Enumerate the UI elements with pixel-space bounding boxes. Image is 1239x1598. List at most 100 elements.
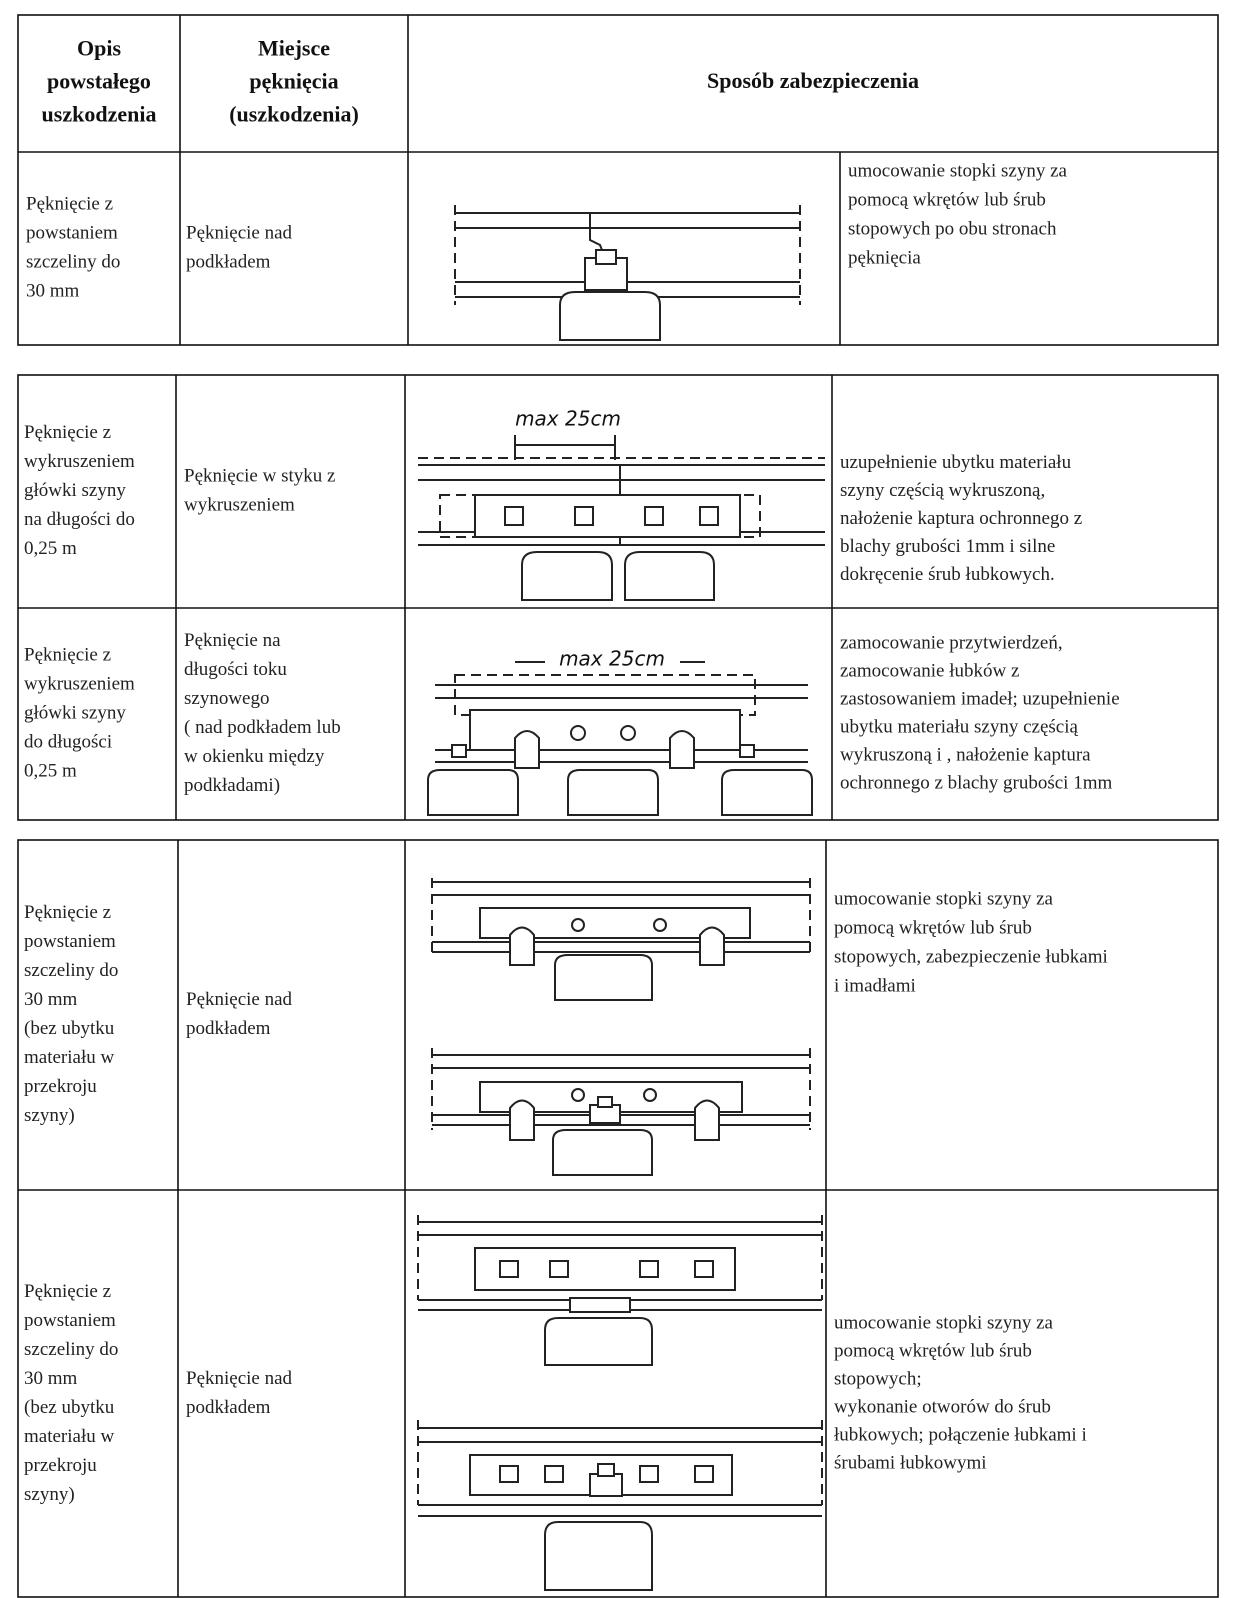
protection-method: śrubami łubkowymi — [834, 1452, 987, 1473]
table-border — [17, 14, 1219, 346]
damage-description: Pęknięcie z — [24, 902, 111, 923]
diagram-shape — [451, 744, 467, 758]
rail-diagrams — [417, 205, 825, 1591]
diagram-shape — [499, 1260, 519, 1278]
damage-description: przekroju — [24, 1076, 97, 1097]
diagram-shape — [427, 769, 519, 816]
protection-method: łubkowych; połączenie łubkami i — [834, 1424, 1087, 1445]
damage-description: na długości do — [24, 509, 135, 530]
diagram-label: max 25cm — [515, 407, 621, 431]
protection-method: umocowanie stopki szyny za — [834, 888, 1054, 909]
header-location: (uszkodzenia) — [229, 102, 359, 127]
diagram-shape — [559, 291, 661, 341]
diagram-shape — [544, 1317, 653, 1366]
diagram-shape — [694, 1260, 714, 1278]
diagram-shape — [509, 1099, 535, 1141]
protection-method: stopowych po obu stronach — [848, 218, 1057, 239]
damage-location: Pęknięcie na — [184, 630, 281, 651]
damage-description: Pęknięcie z — [24, 644, 111, 665]
diagram-shape — [574, 506, 594, 526]
diagram-shape — [595, 249, 617, 265]
protection-method: pomocą wkrętów lub śrub — [848, 189, 1046, 210]
damage-description: powstaniem — [24, 1310, 116, 1331]
diagram-shape — [504, 506, 524, 526]
diagram-shape — [699, 926, 725, 966]
diagram-shape — [597, 1463, 615, 1477]
damage-description: 30 mm — [24, 1368, 78, 1389]
protection-method: ochronnego z blachy grubości 1mm — [840, 772, 1112, 793]
damage-description: powstaniem — [26, 222, 118, 243]
damage-location: podkładem — [186, 1018, 271, 1039]
protection-method: i imadłami — [834, 975, 916, 996]
protection-method: wykruszoną i , nałożenie kaptura — [840, 744, 1091, 765]
table-grid — [17, 14, 1219, 1598]
table-border — [17, 839, 1219, 1598]
damage-description: (bez ubytku — [24, 1397, 115, 1418]
diagram-shape — [552, 1129, 653, 1176]
damage-description: do długości — [24, 731, 112, 752]
diagram-shape — [567, 769, 659, 816]
diagram-shape — [669, 730, 695, 769]
damage-location: wykruszeniem — [184, 494, 295, 515]
diagram-shape — [694, 1099, 720, 1141]
protection-method: zamocowanie przytwierdzeń, — [840, 632, 1063, 653]
damage-description: Pęknięcie z — [24, 422, 111, 443]
diagram-shape — [509, 926, 535, 966]
damage-location: szynowego — [184, 688, 269, 709]
diagram-shape — [571, 1088, 585, 1102]
damage-location: ( nad podkładem lub — [184, 717, 341, 738]
damage-location: Pęknięcie nad — [186, 989, 293, 1010]
diagram-shape — [439, 494, 761, 538]
diagram-shape — [639, 1465, 659, 1483]
diagram-shape — [554, 954, 653, 1001]
damage-location: w okienku między — [184, 746, 325, 767]
diagram-shape — [620, 725, 636, 741]
damage-description: powstaniem — [24, 931, 116, 952]
header-location: pęknięcia — [249, 69, 338, 94]
header-location: Miejsce — [258, 36, 330, 61]
damage-description: główki szyny — [24, 702, 126, 723]
diagram-shape — [644, 506, 664, 526]
damage-description: 30 mm — [26, 280, 80, 301]
diagram-shape — [549, 1260, 569, 1278]
diagram-shape — [544, 1465, 564, 1483]
damage-description: Pęknięcie z — [24, 1281, 111, 1302]
protection-method: stopowych, zabezpieczenie łubkami — [834, 946, 1108, 967]
damage-location: Pęknięcie nad — [186, 222, 293, 243]
damage-description: 0,25 m — [24, 538, 77, 559]
protection-method: stopowych; — [834, 1368, 922, 1389]
damage-description: szyny) — [24, 1484, 75, 1505]
diagram-shape — [694, 1465, 714, 1483]
damage-description: (bez ubytku — [24, 1018, 115, 1039]
damage-description: szczeliny do — [24, 1339, 118, 1360]
diagram-shape — [521, 551, 613, 601]
diagram-shape — [639, 1260, 659, 1278]
damage-description: szczeliny do — [26, 251, 120, 272]
diagram-shape — [569, 1297, 631, 1313]
damage-description: 0,25 m — [24, 760, 77, 781]
header-description: powstałego — [47, 69, 151, 94]
protection-method: umocowanie stopki szyny za — [848, 160, 1068, 181]
damage-location: podkładem — [186, 1397, 271, 1418]
diagram-shape — [589, 213, 605, 256]
damage-location: długości toku — [184, 659, 287, 680]
damage-description: 30 mm — [24, 989, 78, 1010]
diagram-shape — [721, 769, 813, 816]
diagram-shape — [514, 730, 540, 769]
protection-method: ubytku materiału szyny częścią — [840, 716, 1079, 737]
protection-method: zastosowaniem imadeł; uzupełnienie — [840, 688, 1120, 709]
protection-method: szyny częścią wykruszoną, — [840, 480, 1045, 501]
protection-method: zamocowanie łubków z — [840, 660, 1019, 681]
diagram-shape — [643, 1088, 657, 1102]
diagram-shape — [469, 709, 741, 751]
damage-location: Pęknięcie w styku z — [184, 465, 335, 486]
diagram-shape — [571, 918, 585, 932]
damage-location: podkładami) — [184, 775, 280, 796]
diagram-shape — [499, 1465, 519, 1483]
protection-method: uzupełnienie ubytku materiału — [840, 452, 1072, 473]
diagram-shape — [597, 1096, 613, 1108]
diagram-shape — [589, 1473, 623, 1497]
header-method: Sposób zabezpieczenia — [707, 68, 919, 93]
